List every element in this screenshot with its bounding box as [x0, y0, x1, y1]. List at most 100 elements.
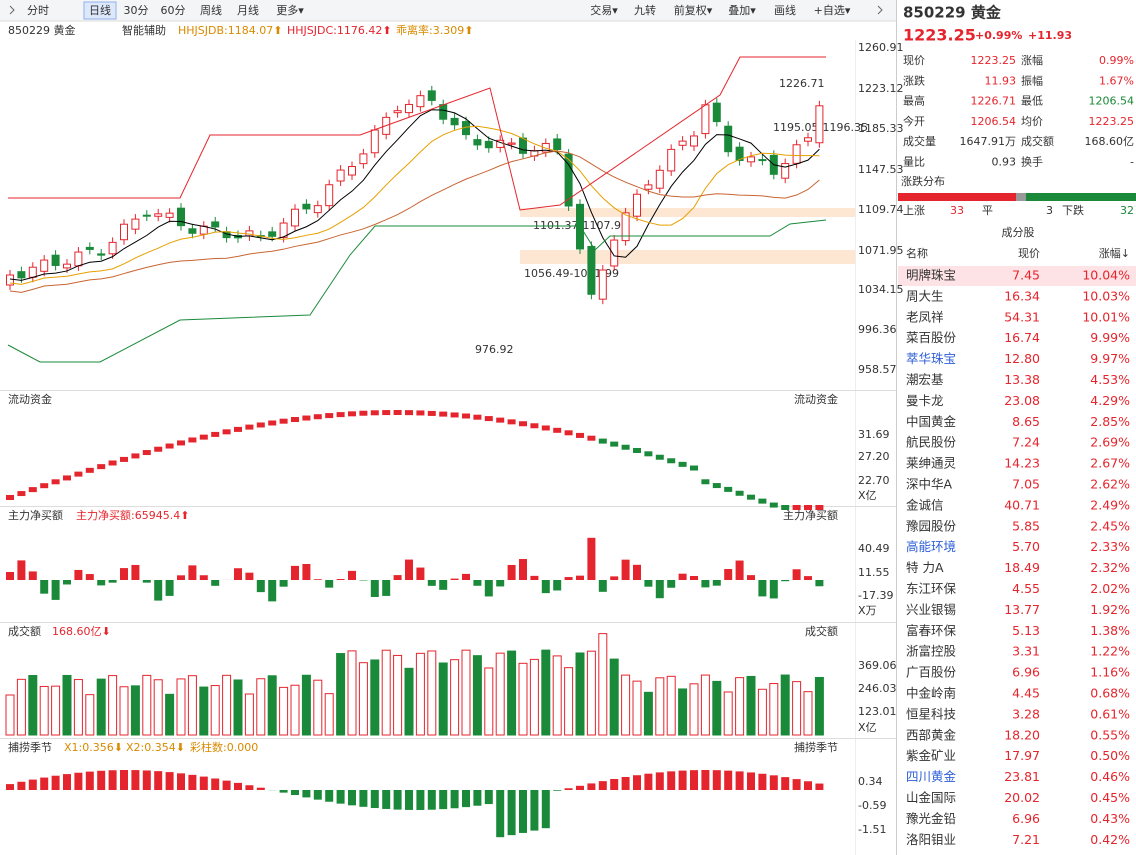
net-buy-bar: [587, 537, 596, 580]
stock-name[interactable]: 周大生: [906, 288, 944, 303]
stock-name[interactable]: 四川黄金: [906, 769, 957, 784]
net-buy-bar: [484, 580, 493, 597]
stock-name[interactable]: 山金国际: [906, 790, 956, 805]
tool-button[interactable]: 交易▾: [590, 3, 618, 17]
season-bar: [74, 772, 83, 790]
stock-price: 5.13: [1012, 623, 1040, 638]
candle: [804, 137, 812, 142]
volume-bar: [28, 675, 38, 736]
volume-bar: [130, 685, 140, 736]
net-buy-bar: [724, 569, 733, 580]
season-bar: [564, 788, 573, 790]
stock-name[interactable]: 特 力A: [906, 560, 944, 575]
stock-name[interactable]: 东江环保: [906, 581, 957, 596]
dist-label: 平: [982, 204, 993, 217]
quote-value: 0.93: [992, 156, 1017, 169]
volume-bar: [176, 678, 186, 736]
quote-label: 涨跌: [903, 73, 925, 87]
active-tab: [83, 1, 117, 20]
stock-name[interactable]: 兴业银锡: [906, 602, 956, 617]
flow-mark: [712, 483, 721, 489]
stock-name[interactable]: 豫园股份: [906, 518, 957, 533]
tab[interactable]: 周线: [200, 3, 222, 17]
tab[interactable]: 60分: [161, 4, 186, 17]
stock-name[interactable]: 中金岭南: [906, 686, 956, 701]
candle: [302, 203, 311, 210]
y-tick-label: 1223.12: [858, 82, 904, 95]
net-buy-bar: [6, 572, 14, 580]
stock-name[interactable]: 富春环保: [906, 623, 957, 638]
tool-button[interactable]: 前复权▾: [674, 3, 713, 17]
tab[interactable]: 月线: [237, 3, 259, 17]
stock-name[interactable]: 曼卡龙: [906, 393, 944, 408]
net-buy-bar: [97, 580, 106, 586]
season-bar: [587, 783, 596, 790]
stock-name[interactable]: 潮宏基: [906, 372, 944, 387]
tool-button[interactable]: +自选▾: [814, 4, 851, 17]
stock-change: 9.99%: [1090, 330, 1130, 345]
net-buy-bar: [302, 564, 311, 580]
tool-button[interactable]: 画线: [774, 3, 796, 17]
stock-name[interactable]: 深中华A: [906, 477, 953, 492]
stock-name[interactable]: 莱绅通灵: [906, 456, 957, 471]
volume-bar: [165, 693, 175, 736]
icon[interactable]: [9, 5, 15, 15]
stock-name[interactable]: 航民股份: [906, 435, 957, 450]
volume-bar: [666, 675, 676, 736]
panel-title: 捕捞季节: [8, 740, 52, 754]
net-buy-bar: [462, 573, 470, 580]
icon[interactable]: [877, 5, 883, 15]
stock-name[interactable]: 恒星科技: [906, 706, 957, 721]
season-bar: [348, 790, 356, 806]
net-buy-bar: [541, 580, 550, 594]
volume-bar: [244, 693, 254, 736]
stock-name[interactable]: 西部黄金: [906, 727, 957, 742]
volume-bar: [324, 693, 334, 736]
tab[interactable]: 更多▾: [276, 3, 304, 17]
stock-name[interactable]: 老凤祥: [906, 309, 944, 324]
stock-name[interactable]: 洛阳钼业: [906, 832, 956, 847]
stock-price: 18.49: [1004, 560, 1040, 575]
net-buy-bar: [633, 564, 641, 580]
stock-name[interactable]: 萃华珠宝: [906, 351, 956, 366]
panel-info: X1:0.356⬇: [64, 741, 123, 754]
net-buy-bar: [712, 580, 721, 586]
flow-mark: [427, 410, 436, 416]
flow-mark: [724, 486, 733, 492]
stock-price: 54.31: [1004, 309, 1040, 324]
stock-name[interactable]: 紫金矿业: [906, 748, 956, 763]
quote-title: 850229 黄金: [903, 4, 1002, 22]
season-bar: [28, 779, 37, 790]
volume-bar: [142, 674, 152, 736]
volume-bar: [153, 679, 163, 736]
stock-name[interactable]: 菜百股份: [906, 330, 957, 345]
volume-bar: [655, 677, 665, 736]
volume-bar: [73, 679, 83, 736]
tab[interactable]: 日线: [89, 3, 111, 17]
stock-name[interactable]: 明牌珠宝: [906, 268, 956, 283]
stock-name[interactable]: 高能环境: [906, 539, 956, 554]
net-buy-bar: [473, 580, 482, 586]
flow-mark: [74, 471, 83, 477]
stock-price: 13.77: [1004, 602, 1040, 617]
stock-name[interactable]: 广百股份: [906, 665, 957, 680]
tab[interactable]: 30分: [124, 4, 149, 17]
stock-price: 18.20: [1004, 727, 1040, 742]
candle: [142, 214, 151, 217]
y-tick-label: 369.06: [858, 659, 897, 672]
dist-label: 上涨: [903, 204, 925, 217]
flow-mark: [496, 417, 505, 423]
stock-name[interactable]: 浙富控股: [906, 644, 957, 659]
stock-name[interactable]: 中国黄金: [906, 414, 957, 429]
stock-name[interactable]: 豫光金铅: [906, 811, 956, 826]
band-line: [8, 56, 826, 211]
candle: [667, 148, 676, 172]
net-buy-bar: [678, 573, 687, 580]
tab[interactable]: 分时: [27, 4, 49, 17]
stock-name[interactable]: 金诚信: [906, 497, 944, 512]
candle: [621, 212, 630, 242]
volume-bar: [267, 675, 277, 736]
tool-button[interactable]: 叠加▾: [728, 4, 756, 17]
tool-button[interactable]: 九转: [634, 3, 656, 17]
volume-bar: [484, 667, 494, 736]
